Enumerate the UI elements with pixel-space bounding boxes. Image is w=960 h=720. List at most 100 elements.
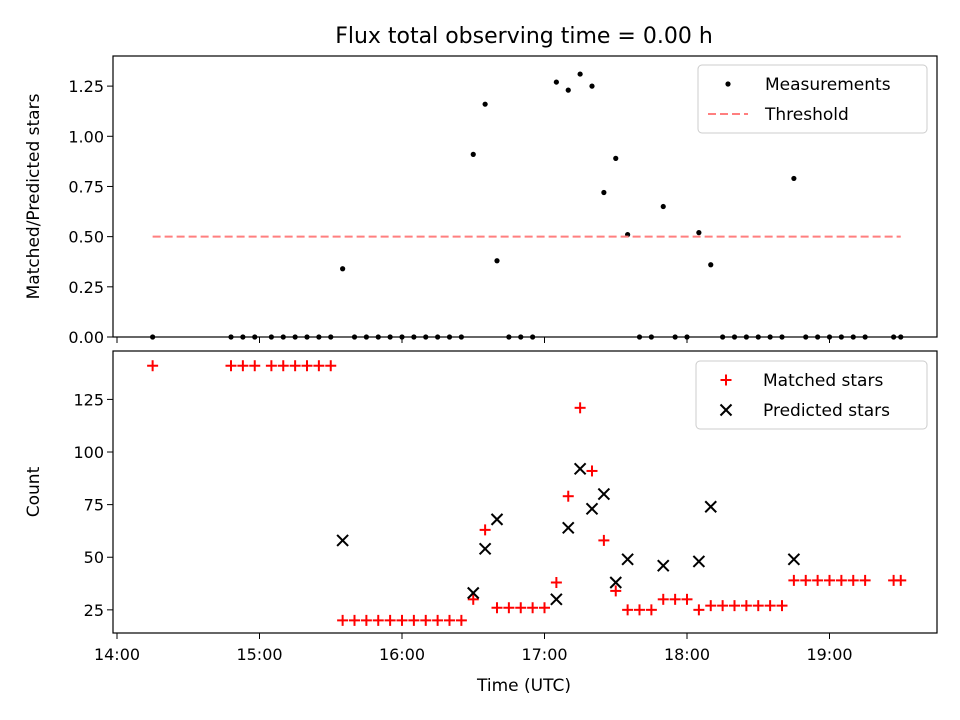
data-point — [586, 465, 598, 477]
data-point — [681, 593, 693, 605]
data-point — [467, 593, 479, 605]
data-point — [565, 87, 571, 93]
data-point — [791, 175, 797, 182]
data-point — [752, 600, 764, 612]
y-axis-label: Matched/Predicted stars — [24, 93, 44, 299]
data-point — [360, 614, 372, 626]
data-point — [562, 490, 574, 502]
legend-label: Measurements — [765, 75, 891, 95]
data-point — [340, 266, 346, 272]
x-tick-label: 19:00 — [806, 645, 852, 664]
data-point — [657, 559, 670, 572]
data-point — [704, 500, 717, 513]
y-tick-label: 1.25 — [68, 77, 104, 96]
legend-label: Matched stars — [763, 371, 883, 391]
data-point — [249, 360, 261, 372]
x-tick-label: 18:00 — [664, 645, 710, 664]
data-point — [550, 593, 563, 606]
x-tick-label: 16:00 — [379, 645, 425, 664]
data-point — [336, 534, 349, 547]
data-point — [503, 602, 515, 614]
data-point — [634, 604, 645, 616]
data-point — [621, 553, 634, 566]
legend-box — [695, 360, 928, 430]
data-point — [800, 574, 812, 586]
data-point — [325, 360, 337, 372]
y-axis-label: Count — [24, 466, 44, 517]
y-tick-label: 125 — [73, 390, 104, 409]
data-point — [420, 614, 432, 626]
y-tick-label: 100 — [73, 443, 104, 462]
legend-marker — [725, 81, 731, 87]
data-point — [265, 360, 277, 372]
data-point — [717, 600, 729, 612]
data-point — [478, 542, 492, 556]
x-axis-label: Time (UTC) — [476, 676, 571, 696]
data-point — [585, 502, 599, 516]
data-point — [601, 189, 607, 196]
data-point — [696, 230, 702, 236]
data-point — [515, 602, 527, 614]
data-point — [622, 604, 634, 616]
data-point — [494, 258, 500, 264]
data-point — [708, 262, 714, 268]
data-point — [396, 614, 408, 626]
legend-marker — [720, 374, 732, 386]
data-point — [645, 604, 657, 616]
data-point — [289, 360, 301, 372]
data-point — [491, 602, 503, 614]
data-point — [553, 79, 559, 85]
data-point — [539, 602, 550, 614]
data-point — [573, 462, 587, 476]
data-point — [237, 360, 249, 372]
y-tick-label: 0.25 — [68, 278, 104, 297]
data-point — [729, 600, 740, 612]
data-point — [705, 600, 717, 612]
data-point — [788, 574, 800, 586]
data-point — [562, 521, 575, 534]
data-point — [847, 574, 859, 586]
data-point — [692, 555, 706, 568]
data-point — [669, 593, 681, 605]
series-matched-stars — [147, 360, 907, 626]
panel-2: 25 50 75 100 125 Count 14:00 15:00 16:00 17:00 18:… — [24, 350, 938, 664]
data-point — [225, 360, 237, 372]
data-point — [589, 83, 595, 89]
data-point — [490, 513, 504, 526]
panel-1: 0.00 0.25 0.50 0.75 1.00 1.25 Matched/Predicte… — [24, 55, 938, 347]
data-point — [657, 593, 669, 605]
data-point — [527, 602, 539, 614]
axes-frame — [112, 55, 938, 338]
data-point — [824, 574, 835, 586]
data-point — [470, 151, 476, 157]
y-tick-label: 0.75 — [68, 177, 104, 196]
data-point — [455, 614, 467, 626]
data-point — [693, 604, 705, 616]
data-point — [574, 402, 586, 414]
series-predicted-stars — [336, 462, 801, 606]
data-point — [835, 574, 847, 586]
data-point — [610, 585, 622, 597]
data-point — [577, 71, 583, 77]
y-tick-label: 75 — [84, 496, 104, 515]
data-point — [859, 574, 871, 586]
data-point — [301, 360, 313, 372]
data-point — [550, 576, 562, 588]
data-point — [609, 576, 622, 589]
data-point — [482, 101, 488, 107]
legend-box — [697, 64, 928, 134]
data-point — [740, 600, 752, 612]
data-point — [444, 614, 455, 626]
y-tick-label: 0.00 — [68, 328, 104, 347]
data-point — [349, 614, 360, 626]
data-point — [372, 614, 384, 626]
x-tick-label: 17:00 — [521, 645, 567, 664]
data-point — [408, 614, 420, 626]
y-tick-label: 1.00 — [68, 127, 104, 146]
data-point — [384, 614, 396, 626]
data-point — [812, 574, 824, 586]
data-point — [787, 553, 801, 566]
data-point — [337, 614, 349, 626]
legend-label: Threshold — [764, 105, 849, 125]
